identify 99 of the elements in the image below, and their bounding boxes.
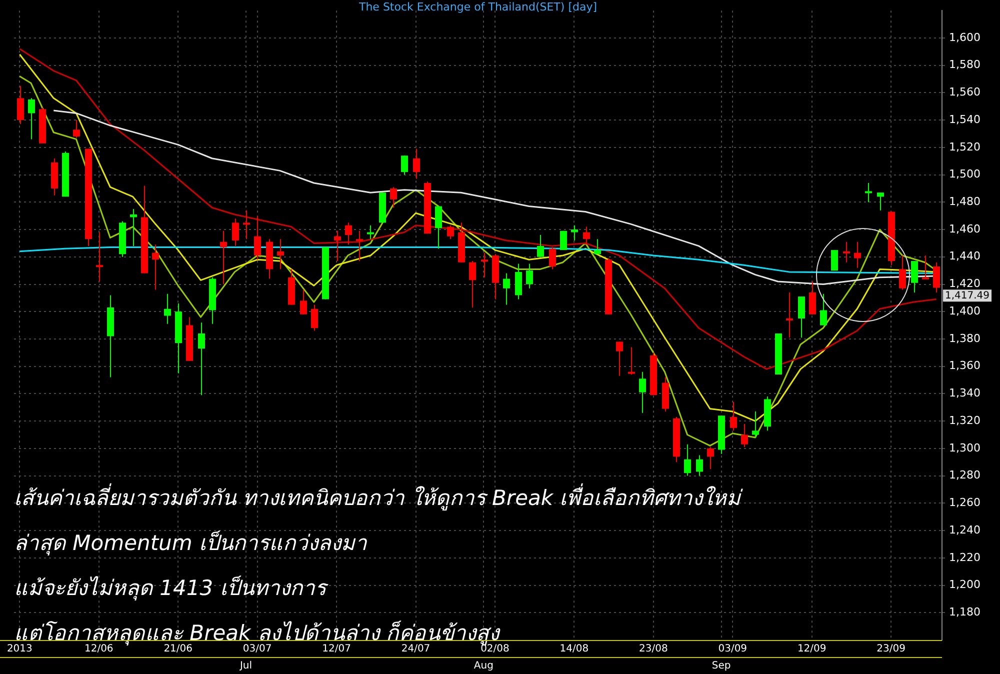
candlestick	[696, 454, 703, 476]
y-tick-label: 1,520	[949, 140, 980, 154]
candlestick	[922, 255, 929, 280]
candlestick	[435, 206, 442, 250]
x-tick-label: 24/07	[401, 644, 430, 655]
candlestick	[152, 244, 159, 290]
candlestick	[198, 322, 205, 396]
candlestick	[300, 289, 307, 315]
y-tick-label: 1,380	[949, 332, 980, 345]
y-tick-label: 1,320	[949, 414, 980, 427]
candlestick	[277, 238, 284, 270]
chart-title: The Stock Exchange of Thailand(SET) [day]	[358, 0, 598, 14]
x-tick-label: 2013	[6, 644, 32, 655]
candlestick	[798, 296, 805, 338]
y-tick-label: 1,400	[949, 304, 980, 318]
y-tick-label: 1,280	[949, 468, 980, 482]
candlestick	[933, 262, 940, 293]
candlestick	[877, 192, 884, 211]
candlestick	[549, 246, 556, 270]
y-tick-label: 1,500	[949, 168, 980, 181]
candlestick	[730, 401, 737, 432]
x-tick-label: Jul	[238, 660, 252, 672]
y-tick-label: 1,240	[949, 523, 980, 536]
x-tick-label: Sep	[712, 660, 731, 672]
candlestick	[17, 85, 24, 125]
candlestick	[28, 98, 35, 140]
y-tick-label: 1,200	[949, 578, 980, 592]
y-tick-label: 1,560	[949, 86, 980, 99]
y-tick-label: 1,540	[949, 112, 980, 126]
candlestick	[356, 230, 363, 262]
candlestick	[311, 304, 318, 332]
candlestick	[345, 222, 352, 246]
x-tick-label: 23/09	[876, 644, 906, 655]
annotation: แต่โอกาสหลุดและ Break ลงไปด้านล่าง ก็ค่อนข้างสูง	[14, 621, 500, 645]
candlestick	[130, 208, 137, 246]
x-tick-label: 14/08	[560, 644, 589, 655]
candlestick	[96, 232, 103, 282]
candlestick	[220, 230, 227, 285]
annotation: เส้นค่าเฉลี่ยมารวมตัวกัน ทางเทคนิคบอกว่า ให้ดูการ Break เพื่อเลือกทิศทางใหม่	[14, 482, 741, 512]
candlestick	[367, 224, 374, 240]
candlestick	[752, 411, 759, 438]
y-tick-label: 1,340	[949, 386, 980, 400]
candlestick	[413, 148, 420, 180]
x-tick-label: 03/07	[242, 644, 272, 655]
candlestick	[164, 293, 171, 324]
candlestick	[232, 218, 239, 246]
candlestick	[503, 272, 510, 306]
x-tick-label: 12/06	[84, 644, 114, 655]
text: 1,417.49	[945, 290, 990, 302]
x-tick-label: 21/06	[164, 644, 193, 655]
y-tick-label: 1,580	[949, 58, 980, 72]
y-tick-label: 1,600	[949, 30, 980, 44]
candlestick	[469, 260, 476, 308]
candlestick	[334, 230, 341, 262]
candlestick	[537, 234, 544, 258]
y-tick-label: 1,260	[949, 496, 980, 510]
candlestick	[571, 224, 578, 241]
candlestick	[786, 292, 793, 338]
candlestick	[911, 260, 918, 293]
x-tick-label: 12/09	[797, 644, 826, 655]
candlestick	[865, 182, 872, 203]
candlestick	[741, 423, 748, 448]
y-tick-label: 1,220	[949, 550, 980, 564]
candlestick	[639, 371, 646, 414]
candlestick	[820, 293, 827, 326]
candlestick	[390, 186, 397, 208]
y-tick-label: 1,300	[949, 441, 980, 454]
candlestick	[707, 446, 714, 470]
candlestick	[481, 252, 488, 278]
candlestick	[854, 241, 861, 268]
x-tick-label: 03/09	[718, 644, 748, 655]
x-tick-label: 12/07	[322, 644, 351, 655]
y-tick-label: 1,180	[949, 605, 980, 618]
candlestick	[254, 215, 261, 260]
candlestick	[583, 226, 590, 246]
x-tick-label: Aug	[474, 660, 494, 672]
y-tick-label: 1,460	[949, 222, 980, 236]
candlestick	[515, 263, 522, 300]
y-tick-label: 1,480	[949, 195, 980, 208]
candlestick	[447, 224, 454, 240]
x-tick-label: 02/08	[480, 644, 510, 655]
candlestick	[684, 444, 691, 476]
y-tick-label: 1,440	[949, 250, 980, 263]
candlestick	[843, 241, 850, 263]
candlestick	[401, 155, 408, 176]
candlestick	[616, 341, 623, 376]
candlestick	[243, 210, 250, 240]
candlestick	[831, 250, 838, 272]
y-tick-label: 1,420	[949, 277, 980, 290]
candlestick	[809, 281, 816, 315]
candlestick	[73, 120, 80, 138]
annotation: แม้จะยังไม่หลุด 1413 เป็นทางการ	[14, 574, 330, 602]
annotation: ล่าสุด Momentum เป็นการแกว่งลงมา	[14, 530, 368, 558]
candlestick	[594, 238, 601, 255]
candlestick	[526, 263, 533, 289]
candlestick	[628, 346, 635, 376]
candlestick	[899, 255, 906, 290]
y-tick-label: 1,360	[949, 359, 980, 372]
x-tick-label: 23/08	[639, 644, 668, 655]
